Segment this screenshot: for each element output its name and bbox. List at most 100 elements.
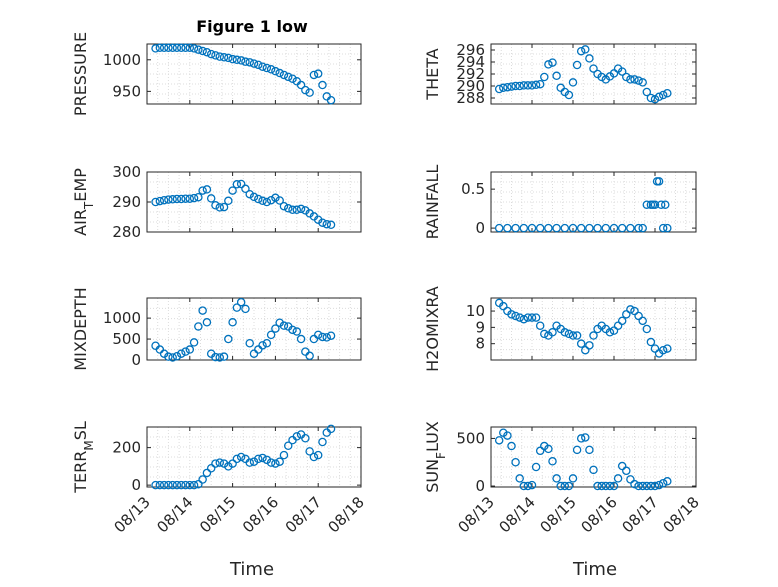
- subplot-1-data-point: [185, 43, 195, 53]
- subplot-7-data-point: [318, 437, 327, 447]
- subplot-3-data-point: [241, 184, 250, 194]
- subplot-7-data-point: [236, 452, 246, 462]
- subplot-2-data-point: [544, 60, 553, 69]
- subplot-3-data-point: [232, 180, 242, 189]
- subplot-8-xtick-label: 08/15: [537, 493, 580, 536]
- subplot-1-data-point: [313, 69, 323, 78]
- subplot-4-ytick-label: 0.5: [461, 180, 485, 198]
- subplot-8-data-point: [568, 474, 578, 483]
- subplot-8-data-point: [531, 462, 541, 472]
- subplot-7-data-point: [266, 458, 276, 467]
- subplot-3-data-point: [206, 194, 216, 203]
- subplot-8-data-point: [576, 434, 586, 443]
- subplot-3-ytick-label: 280: [112, 223, 141, 241]
- subplot-7-ytick-label: 0: [131, 476, 141, 494]
- subplot-6-ytick-label: 8: [475, 335, 485, 353]
- subplot-7-ylabel: TERRMSL: [71, 421, 96, 494]
- subplot-3-data-point: [219, 202, 229, 212]
- subplot-5-data-point: [258, 341, 267, 350]
- subplot-8-data-point: [494, 436, 504, 445]
- subplot-5-data-point: [245, 338, 254, 348]
- subplot-8-data-point: [642, 481, 652, 491]
- subplot-5-data-point: [185, 345, 195, 354]
- subplot-3-data-point: [181, 194, 190, 203]
- subplot-1-data-point: [181, 43, 190, 53]
- subplot-2-data-point: [523, 81, 533, 90]
- subplot-4-data-point: [560, 223, 570, 233]
- subplot-1-data-point: [198, 46, 207, 56]
- subplot-8-data-point: [654, 480, 664, 490]
- subplot-8-data-point: [593, 481, 602, 491]
- subplot-7-ytick-label: 200: [112, 439, 141, 457]
- subplot-8-data-point: [650, 481, 660, 491]
- subplot-6-data-point: [638, 316, 647, 326]
- subplot-8-data-point: [511, 457, 520, 467]
- subplot-1-data-point: [305, 88, 314, 97]
- subplot-6-ylabel: H2OMIXRA: [423, 286, 442, 372]
- subplot-7-data-point: [254, 454, 263, 464]
- subplot-7-data-point: [198, 475, 207, 484]
- subplot-3-ytick-label: 290: [112, 193, 141, 211]
- subplot-5-data-point: [176, 349, 186, 358]
- subplot-3-data-point: [211, 201, 220, 210]
- subplot-3-data-point: [202, 185, 212, 194]
- subplot-8-data-point: [585, 445, 594, 455]
- subplot-7-xtick-label: 08/13: [111, 493, 154, 536]
- subplot-3-data-point: [283, 204, 293, 213]
- subplot-2-data-point: [503, 82, 512, 92]
- subplot-7-data-point: [275, 457, 284, 466]
- subplot-5-data-point: [241, 304, 250, 314]
- subplot-8-data-point: [601, 481, 611, 491]
- subplot-5-data-point: [318, 332, 327, 342]
- subplot-2-data-point: [535, 79, 545, 89]
- subplot-7-xtick-label: 08/15: [196, 493, 239, 536]
- subplot-5-ytick-label: 500: [112, 330, 141, 348]
- subplot-1-data-point: [194, 45, 203, 54]
- subplot-4-data-point: [650, 200, 660, 209]
- subplot-3-data-point: [271, 193, 280, 203]
- subplot-1-data-point: [288, 74, 297, 83]
- subplot-5-data-point: [164, 352, 173, 361]
- subplot-4-data-point: [617, 223, 627, 233]
- subplot-1-data-point: [202, 47, 212, 57]
- subplot-3-data-point: [275, 196, 284, 205]
- subplot-8-data-point: [613, 474, 623, 483]
- subplot-2-data-point: [658, 90, 668, 100]
- subplot-5-data-point: [313, 330, 323, 340]
- subplot-4-data-point: [642, 200, 652, 209]
- subplot-2-data-point: [589, 64, 598, 73]
- subplot-8-data-point: [572, 445, 582, 455]
- subplot-4-ytick-label: 0: [475, 219, 485, 237]
- subplot-7-data-point: [206, 463, 216, 473]
- subplot-6-data-point: [617, 316, 627, 326]
- subplot-3-data-point: [258, 196, 267, 206]
- subplot-1-data-point: [236, 56, 246, 65]
- subplot-2-data-point: [609, 69, 619, 78]
- subplot-3-data-point: [198, 186, 207, 195]
- subplot-2-data-point: [581, 45, 590, 54]
- subplot-7-data-point: [176, 480, 186, 490]
- subplot-4-data-point: [535, 223, 545, 233]
- subplot-5-data-point: [224, 334, 233, 344]
- subplot-3-ylabel: AIRTEMP: [71, 168, 96, 236]
- subplot-6-data-point: [585, 341, 594, 350]
- subplot-2-data-point: [585, 54, 594, 63]
- subplot-8-data-point: [535, 446, 545, 456]
- subplot-8-data-point: [630, 479, 639, 489]
- subplot-5-data-point: [236, 297, 246, 307]
- subplot-5-data-point: [228, 318, 237, 327]
- subplot-1-data-point: [318, 80, 327, 90]
- subplot-7-data-point: [185, 480, 195, 490]
- subplot-3-data-point: [189, 193, 199, 203]
- subplot-2-data-point: [638, 78, 647, 87]
- subplot-6-data-point: [658, 345, 668, 355]
- subplot-2-data-point: [556, 83, 565, 93]
- subplot-6-data-point: [630, 306, 639, 316]
- subplot-5-data-point: [215, 353, 225, 362]
- subplot-6-data-point: [663, 344, 672, 353]
- subplot-1-data-point: [296, 80, 306, 90]
- subplot-7-data-point: [164, 480, 173, 490]
- subplot-5-data-point: [301, 347, 310, 356]
- subplot-8-xtick-label: 08/17: [619, 493, 662, 536]
- subplot-6-data-point: [646, 337, 656, 347]
